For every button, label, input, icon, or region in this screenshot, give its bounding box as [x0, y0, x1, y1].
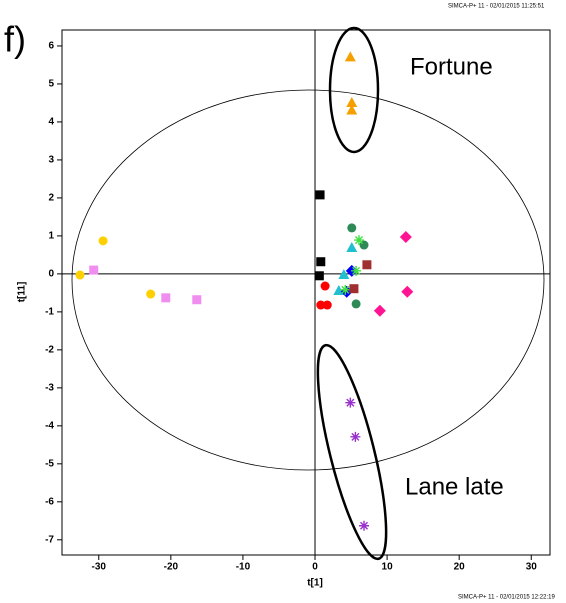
y-axis-label: t[11] — [17, 282, 28, 303]
point — [89, 265, 99, 275]
point — [316, 257, 326, 267]
x-tick-label: 0 — [312, 562, 318, 573]
point — [316, 300, 326, 310]
point — [349, 284, 359, 294]
y-tick-label: 2 — [48, 193, 54, 204]
y-tick-label: 4 — [48, 117, 54, 128]
point — [351, 299, 361, 309]
point — [75, 270, 85, 280]
point — [314, 271, 324, 281]
point — [340, 284, 351, 295]
x-tick-label: 30 — [526, 562, 538, 573]
header: SIMCA-P+ 11 - 02/01/2015 11:25:51 — [448, 4, 545, 10]
y-tick-label: 1 — [48, 231, 54, 242]
x-tick-label: 20 — [454, 562, 466, 573]
group-ellipse — [316, 343, 388, 561]
point — [320, 281, 330, 291]
group-ellipse — [328, 26, 380, 154]
point — [315, 190, 325, 200]
y-tick-label: 3 — [48, 155, 54, 166]
point — [373, 304, 386, 317]
y-tick-label: -2 — [45, 345, 54, 356]
point — [350, 431, 361, 442]
point — [362, 260, 372, 270]
x-axis-label: t[1] — [307, 578, 323, 589]
point — [98, 236, 108, 246]
point — [192, 295, 202, 305]
y-tick-label: -5 — [45, 458, 54, 469]
x-tick-label: -20 — [164, 562, 179, 573]
point — [345, 397, 356, 408]
point — [346, 96, 358, 107]
annotation: Fortune — [410, 53, 493, 80]
point — [161, 293, 171, 303]
y-tick-label: -4 — [45, 420, 54, 431]
point — [351, 265, 362, 276]
y-tick-label: 6 — [48, 41, 54, 52]
point — [346, 242, 358, 253]
point — [346, 104, 358, 115]
point — [401, 285, 414, 298]
point — [353, 235, 364, 246]
panel-label: f) — [4, 19, 26, 60]
y-tick-label: -1 — [45, 307, 54, 318]
point — [344, 51, 356, 62]
plot-frame — [61, 29, 551, 556]
footer: SIMCA-P+ 11 - 02/01/2015 12:22:19 — [458, 595, 555, 601]
point — [322, 300, 332, 310]
annotation: Lane late — [405, 473, 504, 500]
point — [338, 269, 350, 280]
point — [146, 289, 156, 299]
x-tick-label: 10 — [382, 562, 394, 573]
y-tick-label: 0 — [48, 269, 54, 280]
y-tick-label: 5 — [48, 79, 54, 90]
point — [347, 223, 357, 233]
point — [399, 231, 412, 244]
point — [359, 520, 370, 531]
x-tick-label: -10 — [236, 562, 251, 573]
confidence-ellipse — [71, 89, 545, 471]
y-tick-label: -3 — [45, 382, 54, 393]
x-tick-label: -30 — [92, 562, 107, 573]
y-tick-label: -6 — [45, 496, 54, 507]
y-tick-label: -7 — [45, 534, 54, 545]
